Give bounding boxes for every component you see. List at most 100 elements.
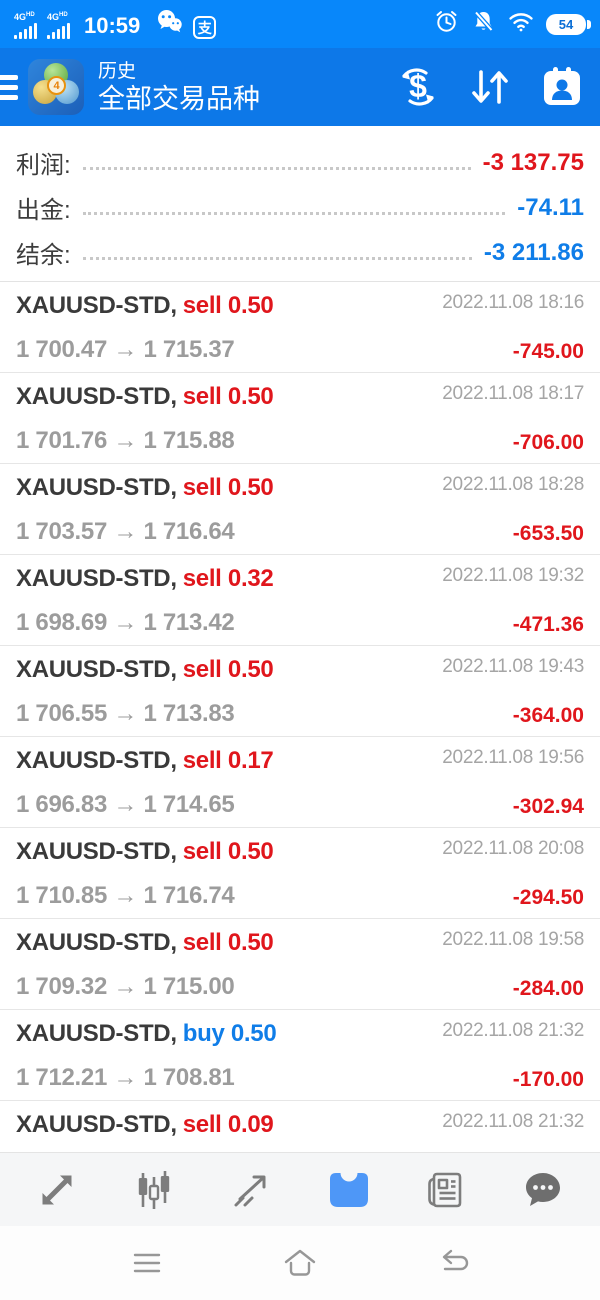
header-title-block[interactable]: 历史 全部交易品种 xyxy=(98,60,260,115)
trade-prices: 1 710.85 → 1 716.74 xyxy=(16,882,235,909)
header-actions: $ xyxy=(394,63,586,111)
trade-datetime: 2022.11.08 18:28 xyxy=(442,474,584,495)
alipay-glyph: 支 xyxy=(197,19,212,36)
bell-muted-icon xyxy=(471,9,496,39)
android-nav-bar xyxy=(0,1226,600,1300)
trade-row[interactable]: XAUUSD-STD, sell 0.50 1 700.47 → 1 715.37… xyxy=(0,282,600,373)
recents-button[interactable] xyxy=(119,1238,175,1288)
trade-prices: 1 709.32 → 1 715.00 xyxy=(16,973,235,1000)
trade-prices: 1 700.47 → 1 715.37 xyxy=(16,336,235,363)
home-button[interactable] xyxy=(272,1238,328,1288)
trade-side: sell 0.50 xyxy=(182,474,274,501)
trade-side: sell 0.17 xyxy=(182,747,274,774)
trade-row[interactable]: XAUUSD-STD, sell 0.50 1 701.76 → 1 715.88… xyxy=(0,373,600,464)
tab-quotes-icon[interactable] xyxy=(29,1162,85,1218)
trade-profit: -471.36 xyxy=(512,613,584,636)
trade-symbol: XAUUSD-STD, xyxy=(16,1111,177,1138)
trade-datetime: 2022.11.08 19:32 xyxy=(442,565,584,586)
trade-row[interactable]: XAUUSD-STD, sell 0.09 2022.11.08 21:32 xyxy=(0,1101,600,1152)
tab-messages-icon[interactable] xyxy=(515,1162,571,1218)
page-title: 历史 xyxy=(98,60,137,82)
trade-row[interactable]: XAUUSD-STD, sell 0.50 1 709.32 → 1 715.00… xyxy=(0,919,600,1010)
withdrawal-value: -74.11 xyxy=(517,193,584,221)
trade-prices: 1 698.69 → 1 713.42 xyxy=(16,609,235,636)
trade-symbol: XAUUSD-STD, xyxy=(16,656,177,683)
trade-prices: 1 703.57 → 1 716.64 xyxy=(16,518,235,545)
trade-prices: 1 696.83 → 1 714.65 xyxy=(16,791,235,818)
trade-side: buy 0.50 xyxy=(182,1020,277,1047)
dotted-leader xyxy=(82,167,471,170)
wechat-icon xyxy=(156,9,183,39)
trade-row[interactable]: XAUUSD-STD, buy 0.50 1 712.21 → 1 708.81 … xyxy=(0,1010,600,1101)
summary-withdrawal-row: 出金: -74.11 xyxy=(16,185,584,230)
trade-row[interactable]: XAUUSD-STD, sell 0.50 1 703.57 → 1 716.64… xyxy=(0,464,600,555)
sort-icon[interactable] xyxy=(466,63,514,111)
trade-symbol: XAUUSD-STD, xyxy=(16,565,177,592)
trade-prices: 1 706.55 → 1 713.83 xyxy=(16,700,235,727)
trade-profit: -364.00 xyxy=(512,704,584,727)
bottom-navigation xyxy=(0,1152,600,1226)
trade-datetime: 2022.11.08 19:43 xyxy=(442,656,584,677)
signal-strength-icon-2: 4GHD xyxy=(47,11,70,39)
trade-side: sell 0.32 xyxy=(182,565,274,592)
network-hd-label: HD xyxy=(26,12,35,18)
trade-side: sell 0.50 xyxy=(182,838,274,865)
trade-profit: -745.00 xyxy=(512,340,584,363)
trade-datetime: 2022.11.08 19:58 xyxy=(442,929,584,950)
network-tech-label: 4G xyxy=(14,12,27,22)
trade-row[interactable]: XAUUSD-STD, sell 0.32 1 698.69 → 1 713.42… xyxy=(0,555,600,646)
trade-row[interactable]: XAUUSD-STD, sell 0.17 1 696.83 → 1 714.65… xyxy=(0,737,600,828)
trade-datetime: 2022.11.08 19:56 xyxy=(442,747,584,768)
trade-profit: -302.94 xyxy=(512,795,584,818)
status-left-cluster: 4GHD 4GHD 10:59 支 xyxy=(14,9,217,39)
tab-charts-icon[interactable] xyxy=(126,1162,182,1218)
trade-symbol: XAUUSD-STD, xyxy=(16,838,177,865)
trade-symbol: XAUUSD-STD, xyxy=(16,747,177,774)
trade-profit: -170.00 xyxy=(512,1068,584,1091)
status-right-cluster: 54 xyxy=(434,9,591,39)
withdrawal-label: 出金: xyxy=(16,197,71,224)
tab-trade-icon[interactable] xyxy=(223,1162,279,1218)
deposit-currency-icon[interactable]: $ xyxy=(394,63,442,111)
trade-side: sell 0.50 xyxy=(182,656,274,683)
alipay-icon: 支 xyxy=(193,16,217,39)
trade-datetime: 2022.11.08 21:32 xyxy=(442,1020,584,1041)
trade-profit: -294.50 xyxy=(512,886,584,909)
dotted-leader xyxy=(82,257,472,260)
trade-symbol: XAUUSD-STD, xyxy=(16,292,177,319)
trade-row[interactable]: XAUUSD-STD, sell 0.50 1 710.85 → 1 716.74… xyxy=(0,828,600,919)
summary-panel: 利润: -3 137.75 出金: -74.11 结余: -3 211.86 xyxy=(0,126,600,282)
trade-symbol: XAUUSD-STD, xyxy=(16,1020,177,1047)
battery-icon: 54 xyxy=(546,13,591,35)
back-button[interactable] xyxy=(425,1238,481,1288)
tab-history-icon-active[interactable] xyxy=(321,1162,377,1218)
trade-side: sell 0.50 xyxy=(182,383,274,410)
status-time: 10:59 xyxy=(84,13,141,38)
mt4-app-icon: 4 xyxy=(28,59,84,115)
battery-percent: 54 xyxy=(558,16,574,32)
summary-balance-row: 结余: -3 211.86 xyxy=(16,230,584,275)
trade-symbol: XAUUSD-STD, xyxy=(16,929,177,956)
dotted-leader xyxy=(82,212,506,215)
trade-profit: -706.00 xyxy=(512,431,584,454)
svg-text:$: $ xyxy=(409,68,427,104)
trade-row[interactable]: XAUUSD-STD, sell 0.50 1 706.55 → 1 713.83… xyxy=(0,646,600,737)
summary-profit-row: 利润: -3 137.75 xyxy=(16,140,584,185)
trade-side: sell 0.50 xyxy=(182,929,274,956)
symbol-filter-label: 全部交易品种 xyxy=(98,83,260,114)
account-contact-icon[interactable] xyxy=(538,63,586,111)
tab-news-icon[interactable] xyxy=(418,1162,474,1218)
app-bar: 4 历史 全部交易品种 $ xyxy=(0,48,600,126)
balance-value: -3 211.86 xyxy=(483,238,584,266)
menu-icon[interactable] xyxy=(0,74,18,100)
profit-value: -3 137.75 xyxy=(482,148,584,176)
trade-datetime: 2022.11.08 20:08 xyxy=(442,838,584,859)
trade-profit: -284.00 xyxy=(512,977,584,1000)
network-tech-label: 4G xyxy=(47,12,60,22)
trade-side: sell 0.09 xyxy=(182,1111,274,1138)
balance-label: 结余: xyxy=(16,242,71,269)
signal-strength-icon-1: 4GHD xyxy=(14,11,37,39)
network-hd-label: HD xyxy=(59,12,68,18)
wifi-icon xyxy=(508,11,534,38)
